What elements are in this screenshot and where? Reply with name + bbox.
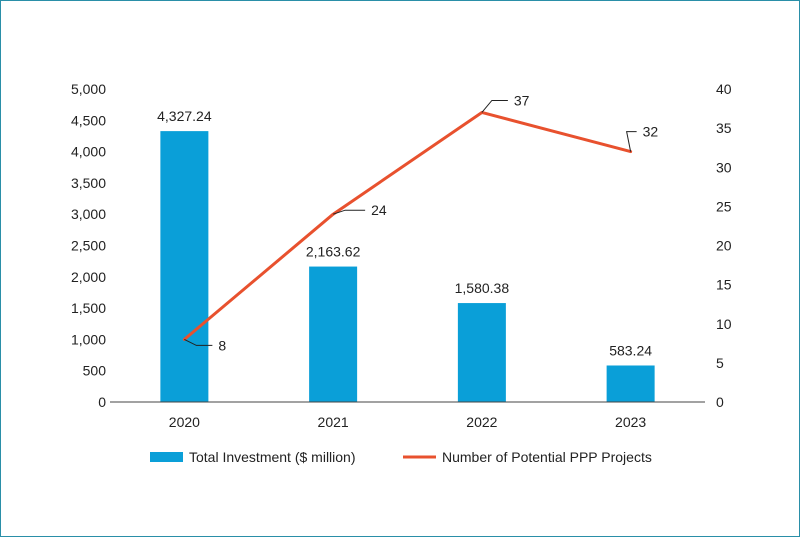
legend-line-label: Number of Potential PPP Projects: [442, 449, 652, 465]
series-line: [182, 110, 633, 341]
y-right-tick-label: 40: [716, 81, 732, 97]
y-right-tick-label: 0: [716, 394, 724, 410]
y-left-tick-label: 3,500: [71, 175, 106, 191]
y-left-tick-label: 2,000: [71, 269, 106, 285]
y-right-tick-label: 25: [716, 198, 732, 214]
x-tick-label: 2021: [318, 414, 349, 430]
bar-data-label: 583.24: [609, 342, 652, 358]
y-left-tick-label: 3,000: [71, 206, 106, 222]
y-left-tick-label: 2,500: [71, 238, 106, 254]
y-right-tick-label: 20: [716, 238, 732, 254]
leader-line: [626, 131, 637, 152]
bar-series: 4,327.24 2,163.62 1,580.38 583.24: [157, 108, 655, 402]
line-data-label: 8: [218, 337, 226, 353]
legend-bar-label: Total Investment ($ million): [189, 449, 356, 465]
leader-line: [332, 209, 366, 215]
y-right-tick-label: 5: [716, 355, 724, 371]
y-left-tick-label: 4,500: [71, 112, 106, 128]
x-axis: 2020 2021 2022 2023: [110, 401, 705, 430]
leader-line: [184, 338, 213, 346]
legend: Total Investment ($ million) Number of Po…: [150, 449, 652, 465]
bar-data-label: 2,163.62: [306, 244, 361, 260]
y-left-tick-label: 4,000: [71, 144, 106, 160]
bar-data-label: 1,580.38: [455, 280, 510, 296]
y-left-tick-label: 5,000: [71, 81, 106, 97]
y-right-tick-label: 30: [716, 159, 732, 175]
y-axis-left: 0 500 1,000 1,500 2,000 2,500 3,000 3,500 4,000 4…: [71, 81, 106, 410]
bar: [457, 303, 506, 402]
leader-line: [481, 99, 508, 113]
y-axis-right: 0 5 10 15 20 25 30 35 40: [716, 81, 732, 410]
legend-bar-swatch: [150, 452, 183, 462]
y-left-tick-label: 1,500: [71, 300, 106, 316]
bar-data-label: 4,327.24: [157, 108, 212, 124]
line-data-label: 32: [643, 124, 659, 140]
bar: [160, 131, 209, 402]
x-tick-label: 2023: [615, 414, 646, 430]
bar: [309, 266, 358, 402]
bar: [606, 365, 655, 402]
y-right-tick-label: 10: [716, 316, 732, 332]
y-right-tick-label: 15: [716, 277, 732, 293]
y-right-tick-label: 35: [716, 120, 732, 136]
x-tick-label: 2020: [169, 414, 200, 430]
line-data-label: 37: [514, 92, 530, 108]
y-left-tick-label: 500: [83, 363, 107, 379]
line-data-label: 24: [371, 202, 387, 218]
line-series: 8 24 37 32: [182, 92, 659, 353]
x-tick-label: 2022: [466, 414, 497, 430]
y-left-tick-label: 0: [98, 394, 106, 410]
y-left-tick-label: 1,000: [71, 331, 106, 347]
